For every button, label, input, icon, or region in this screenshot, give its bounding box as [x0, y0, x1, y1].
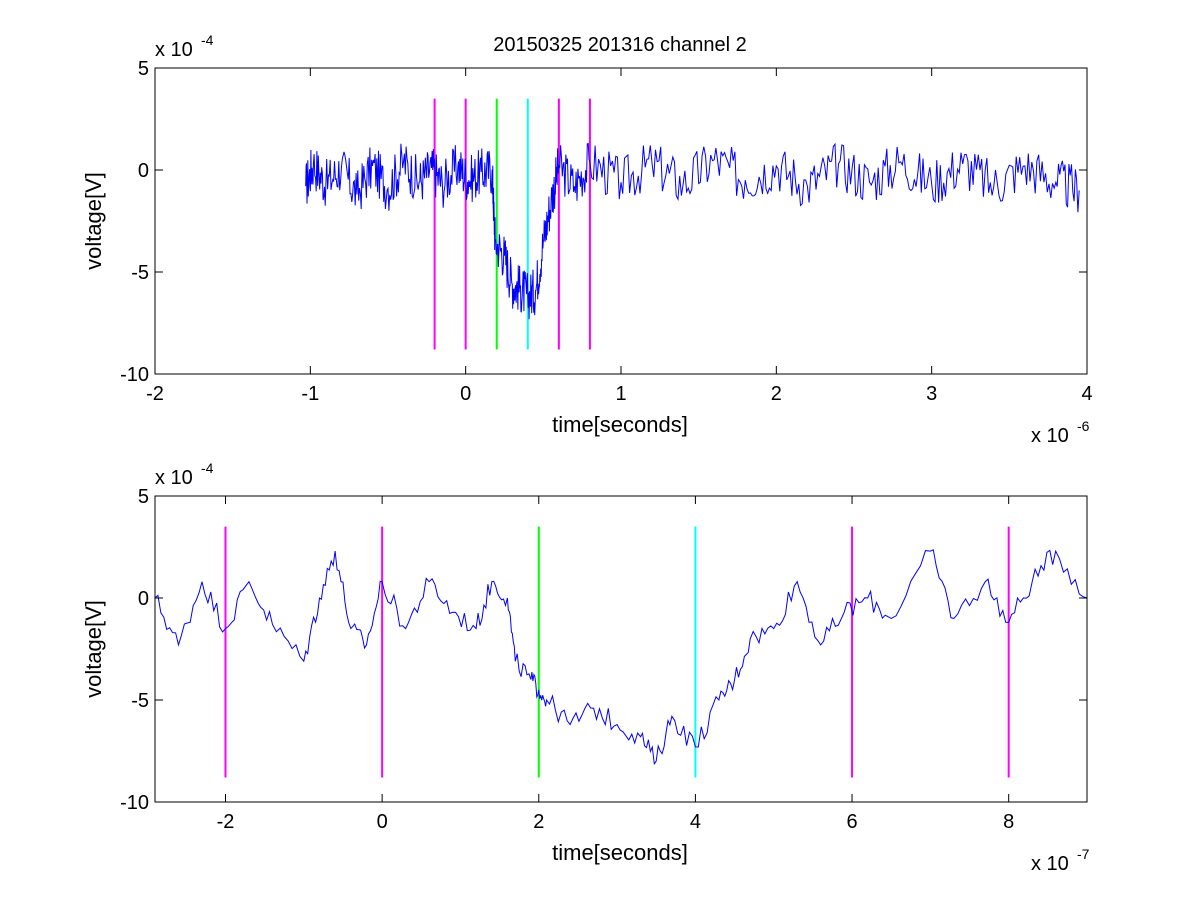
bottom-plot-axes-box	[154, 495, 1088, 803]
bottom-plot-y-tick-label: 0	[138, 588, 149, 610]
bottom-plot-x-tick-label: 6	[846, 811, 857, 833]
top-plot-x-tick-label: -2	[146, 383, 164, 405]
bottom-plot-x-axis-label: time[seconds]	[552, 840, 688, 865]
bottom-plot-x-tick-label: 8	[1003, 811, 1014, 833]
top-plot-x-tick-label: 1	[615, 383, 626, 405]
top-plot-markers	[433, 98, 591, 350]
bottom-plot-x-exponent-power: -7	[1077, 846, 1090, 862]
top-plot-x-tick-label: 4	[1081, 383, 1092, 405]
top-plot-y-exponent-power: -4	[201, 32, 214, 48]
bottom-plot-y-exponent-power: -4	[201, 460, 214, 476]
top-plot-x-axis-label: time[seconds]	[552, 412, 688, 437]
bottom-plot-y-exponent-base: x 10	[155, 467, 193, 489]
top-plot-voltage-trace	[305, 142, 1080, 320]
top-plot-x-tick-label: 0	[460, 383, 471, 405]
bottom-plot-y-tick-label: -10	[120, 792, 149, 814]
bottom-plot-markers	[224, 526, 1010, 778]
top-plot-y-axis-label: voltage[V]	[81, 172, 106, 270]
bottom-plot-y-tick-label: 5	[138, 486, 149, 508]
top-plot-y-tick-label: 5	[138, 58, 149, 80]
bottom-plot-x-tick-label: 4	[690, 811, 701, 833]
top-plot-x-tick-label: -1	[301, 383, 319, 405]
figure-title: 20150325 201316 channel 2	[493, 34, 747, 56]
bottom-plot-x-tick-label: 0	[377, 811, 388, 833]
bottom-plot-ticks: -2 0 2 4 6 8 -10 -5 0 5	[120, 486, 1087, 833]
top-plot-x-tick-label: 3	[926, 383, 937, 405]
top-plot-y-tick-label: -5	[131, 262, 149, 284]
top-plot: -2 -1 0 1 2 3 4-10-505 x 10 -4 x 10 -6 time[se…	[81, 32, 1093, 447]
bottom-plot: -2 0 2 4 6 8 -10 -5 0 5 x 10 -4 x 10 -7 time[seco…	[81, 460, 1090, 875]
bottom-plot-voltage-trace	[154, 549, 1088, 766]
bottom-plot-x-exponent: x 10 -7	[1031, 846, 1090, 875]
bottom-plot-y-exponent: x 10 -4	[155, 460, 214, 489]
top-plot-x-tick-label: 2	[771, 383, 782, 405]
top-plot-x-exponent-power: -6	[1077, 418, 1090, 434]
top-plot-y-exponent-base: x 10	[155, 39, 193, 61]
top-plot-y-exponent: x 10 -4	[155, 32, 214, 61]
bottom-plot-x-tick-label: -2	[217, 811, 235, 833]
top-plot-ticks: -2 -1 0 1 2 3 4-10-505	[120, 58, 1092, 405]
bottom-plot-trace-layer	[154, 549, 1088, 766]
top-plot-y-tick-label: 0	[138, 160, 149, 182]
bottom-plot-y-axis-label: voltage[V]	[81, 600, 106, 698]
bottom-plot-x-exponent-base: x 10	[1031, 853, 1069, 875]
bottom-plot-x-tick-label: 2	[533, 811, 544, 833]
top-plot-trace-layer	[305, 142, 1080, 320]
top-plot-x-exponent-base: x 10	[1031, 425, 1069, 447]
bottom-plot-y-tick-label: -5	[131, 690, 149, 712]
top-plot-x-exponent: x 10 -6	[1031, 418, 1090, 447]
top-plot-y-tick-label: -10	[120, 364, 149, 386]
